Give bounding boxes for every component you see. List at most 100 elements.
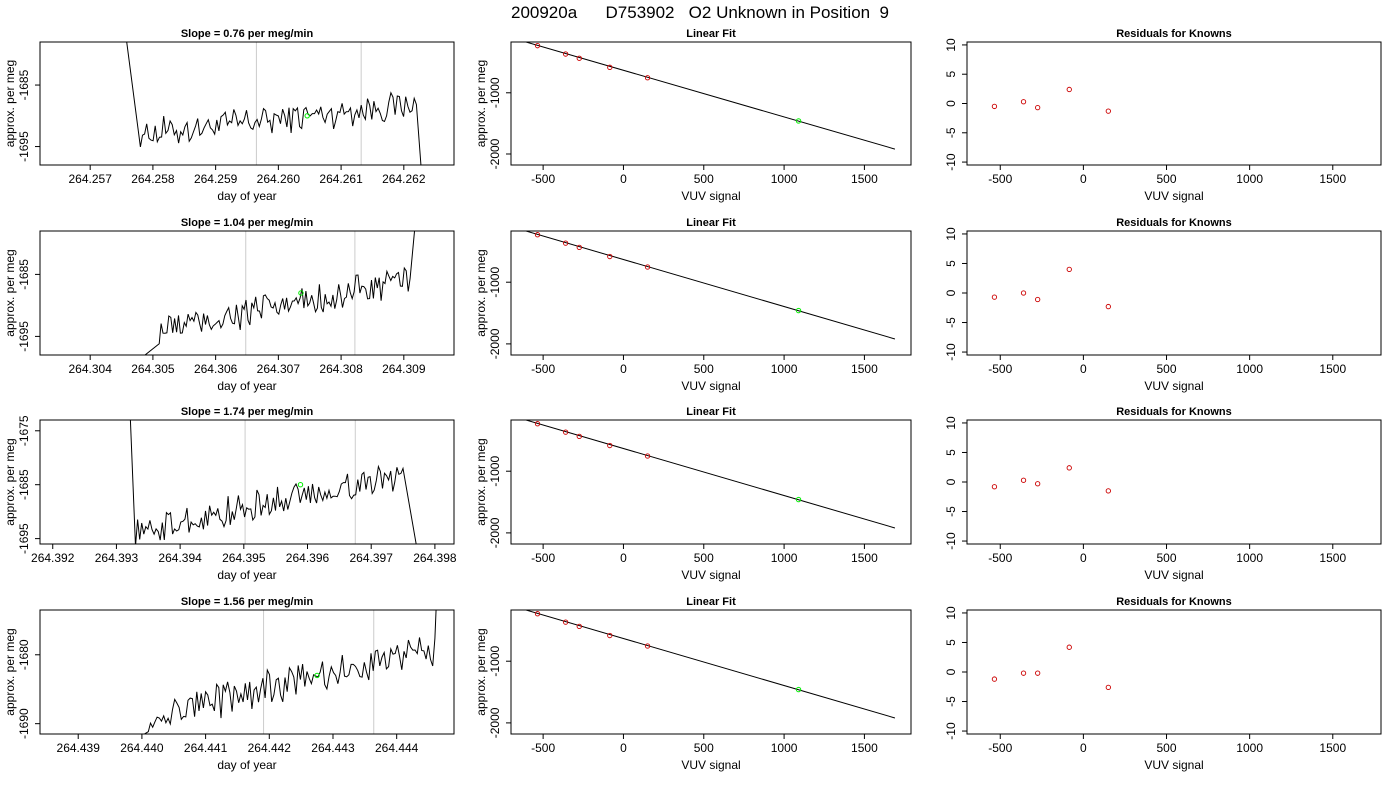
plot-area (524, 420, 896, 529)
x-tick-label: 0 (1080, 741, 1087, 755)
unknown-point (795, 686, 802, 693)
y-tick-label: -5 (944, 506, 958, 517)
panel-grid: Slope = 0.76 per meg/min 264.257 264.258 26… (3, 28, 1382, 772)
x-tick-label: 1500 (1319, 741, 1346, 755)
x-axis-label: day of year (217, 189, 276, 203)
fit-line (524, 610, 896, 719)
panel-fit-4: Linear Fit -500 0 500 1000 1500 -1000 -2000 VUV … (474, 596, 912, 772)
y-tick-label: -1685 (17, 69, 31, 100)
x-tick-label: 264.305 (131, 362, 175, 376)
known-point (1066, 644, 1072, 650)
known-point (607, 64, 613, 70)
plot-frame (510, 419, 912, 545)
x-tick-label: -500 (531, 551, 555, 565)
x-axis-label: VUV signal (1144, 758, 1203, 772)
y-axis-label: approx. per meg (3, 60, 17, 147)
y-tick-label: 10 (944, 416, 958, 430)
panel-title: Slope = 1.74 per meg/min (181, 406, 314, 418)
known-point (562, 51, 569, 57)
x-tick-label: -500 (988, 172, 1012, 186)
known-point (534, 611, 541, 617)
x-tick-label: -500 (988, 362, 1012, 376)
plot-area (991, 266, 1111, 310)
x-tick-label: 264.260 (257, 172, 301, 186)
plot-area (129, 420, 417, 544)
x-tick-label: 264.398 (413, 551, 457, 565)
x-tick-label: -500 (531, 172, 555, 186)
known-point (1066, 86, 1072, 93)
y-tick-label: -10 (944, 532, 958, 550)
known-point (576, 55, 582, 61)
unknown-point (314, 672, 320, 679)
plot-frame (510, 230, 912, 356)
figure-title: 200920a D753902 O2 Unknown in Position 9 (511, 3, 889, 22)
known-point (576, 433, 582, 439)
plot-area (126, 42, 422, 165)
unknown-point (795, 307, 802, 314)
x-tick-label: 264.262 (382, 172, 426, 186)
y-tick-label: -1695 (17, 523, 31, 554)
panel-trace-1: Slope = 0.76 per meg/min 264.257 264.258 26… (3, 28, 455, 203)
trace-line (129, 420, 417, 544)
known-point (534, 43, 541, 49)
x-axis-label: VUV signal (1144, 568, 1203, 582)
x-tick-label: 264.257 (68, 172, 112, 186)
panel-trace-3: Slope = 1.74 per meg/min 264.392 264.393 26… (3, 406, 457, 582)
x-tick-label: 1000 (771, 551, 798, 565)
plot-frame (966, 609, 1382, 735)
plot-area (524, 42, 896, 150)
y-tick-label: -1685 (17, 469, 31, 500)
unknown-point (297, 481, 304, 488)
known-point (644, 75, 651, 81)
x-tick-label: 264.307 (257, 362, 301, 376)
y-axis-label: approx. per meg (3, 249, 17, 336)
y-tick-label: -1000 (488, 77, 502, 108)
y-axis-label: approx. per meg (3, 628, 17, 715)
known-point (576, 623, 582, 629)
known-point (1066, 266, 1072, 273)
plot-area (524, 610, 896, 719)
known-point (1035, 104, 1041, 111)
panel-resid-1: Residuals for Knowns -500 0 500 1000 1500 -10 -… (944, 28, 1382, 203)
fit-line (524, 231, 896, 340)
panel-trace-4: Slope = 1.56 per meg/min 264.439 264.440 26… (3, 596, 455, 772)
x-tick-label: 264.442 (248, 741, 292, 755)
y-tick-label: 10 (944, 606, 958, 620)
x-axis-label: VUV signal (681, 568, 740, 582)
y-tick-label: -5 (944, 127, 958, 138)
known-point (562, 429, 569, 435)
x-tick-label: 264.397 (350, 551, 394, 565)
known-point (607, 442, 613, 449)
y-tick-label: -1690 (17, 708, 31, 739)
x-tick-label: 1500 (1319, 551, 1346, 565)
x-tick-label: 1000 (1236, 551, 1263, 565)
x-tick-label: 500 (694, 362, 714, 376)
x-tick-label: 1500 (851, 172, 878, 186)
y-tick-label: -1000 (488, 646, 502, 677)
y-axis-label: approx. per meg (474, 628, 488, 715)
plot-area (143, 610, 437, 734)
panel-resid-4: Residuals for Knowns -500 0 500 1000 1500 -10 -… (944, 596, 1382, 772)
panel-title: Slope = 1.56 per meg/min (181, 596, 314, 608)
known-point (644, 453, 651, 459)
x-axis-label: VUV signal (1144, 379, 1203, 393)
known-point (1105, 303, 1111, 310)
x-tick-label: 0 (620, 741, 627, 755)
y-tick-label: -1000 (488, 267, 502, 298)
y-tick-label: -1675 (17, 415, 31, 446)
panel-resid-2: Residuals for Knowns -500 0 500 1000 1500 -10 -… (944, 217, 1382, 393)
y-tick-label: 10 (944, 227, 958, 241)
x-tick-label: 1000 (771, 741, 798, 755)
y-tick-label: -1695 (17, 321, 31, 352)
y-tick-label: 5 (944, 449, 958, 456)
panel-title: Slope = 1.04 per meg/min (181, 217, 314, 229)
known-point (1020, 290, 1027, 296)
y-tick-label: -2000 (488, 517, 502, 548)
unknown-point (298, 290, 304, 296)
known-point (1035, 670, 1041, 676)
known-point (1035, 481, 1041, 487)
known-point (1035, 296, 1041, 303)
x-tick-label: 264.392 (31, 551, 75, 565)
x-axis-label: day of year (217, 379, 276, 393)
x-tick-label: 500 (1157, 172, 1177, 186)
